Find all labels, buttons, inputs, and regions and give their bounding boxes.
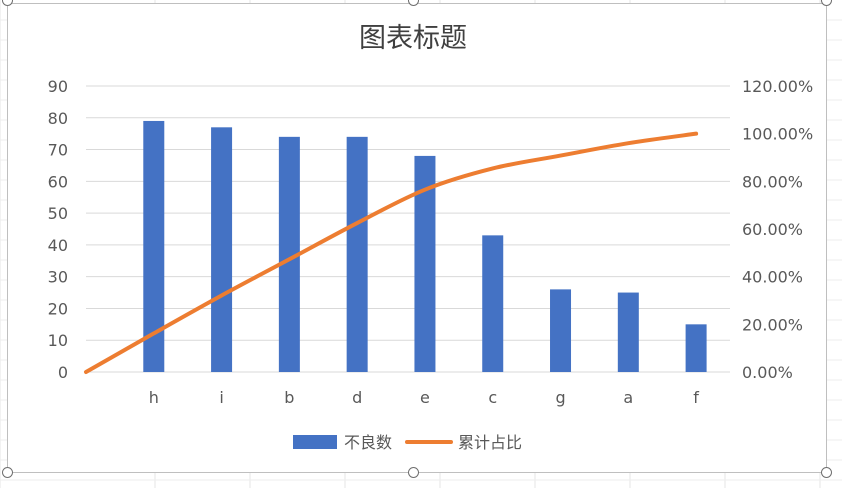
- bar-f: [685, 324, 707, 372]
- right-axis-tick-label: 120.00%: [742, 77, 813, 96]
- x-axis-tick-label: i: [219, 388, 223, 407]
- legend-swatch-bar: [293, 435, 337, 449]
- left-axis-tick-label: 10: [48, 331, 68, 350]
- bar-c: [482, 235, 504, 372]
- left-axis-tick-label: 50: [48, 204, 68, 223]
- bar-e: [414, 155, 436, 372]
- right-axis-tick-label: 20.00%: [742, 315, 803, 334]
- left-axis-tick-label: 90: [48, 77, 68, 96]
- resize-handle-bottom-left[interactable]: [2, 467, 13, 478]
- line-series: [84, 131, 699, 374]
- right-axis-tick-label: 80.00%: [742, 172, 803, 191]
- left-axis-tick-label: 60: [48, 172, 68, 191]
- x-axis-tick-label: e: [420, 388, 430, 407]
- x-axis-tick-label: g: [555, 388, 565, 407]
- left-axis-tick-label: 20: [48, 299, 68, 318]
- bar-h: [143, 120, 165, 372]
- right-axis-tick-label: 0.00%: [742, 363, 793, 382]
- x-axis-tick-label: b: [284, 388, 294, 407]
- left-axis-tick-label: 40: [48, 236, 68, 255]
- left-axis-tick-label: 30: [48, 268, 68, 287]
- right-axis-tick-label: 100.00%: [742, 125, 813, 144]
- bar-a: [617, 292, 639, 372]
- bar-g: [550, 289, 572, 372]
- x-axis-tick-label: d: [352, 388, 362, 407]
- resize-handle-bottom-mid[interactable]: [408, 467, 419, 478]
- legend-label-line: 累计占比: [458, 433, 522, 452]
- right-axis-tick-label: 40.00%: [742, 268, 803, 287]
- x-axis-tick-label: c: [488, 388, 497, 407]
- x-axis-tick-label: a: [623, 388, 633, 407]
- left-axis-labels: 0 10 20 30 40 50 60 70 80 90: [48, 77, 68, 382]
- x-axis-tick-label: f: [693, 388, 699, 407]
- left-axis-tick-label: 70: [48, 141, 68, 160]
- resize-handle-bottom-right[interactable]: [821, 467, 832, 478]
- right-axis-tick-label: 60.00%: [742, 220, 803, 239]
- chart-title: 图表标题: [359, 23, 467, 54]
- legend-label-bar: 不良数: [344, 433, 392, 452]
- right-axis-labels: 0.00% 20.00% 40.00% 60.00% 80.00% 100.00% 120.…: [742, 77, 813, 382]
- bar-d: [346, 136, 368, 372]
- bar-series: [143, 120, 707, 372]
- cumulative-line: [84, 131, 699, 374]
- legend: 不良数 累计占比: [293, 433, 522, 452]
- left-axis-tick-label: 0: [58, 363, 68, 382]
- x-axis-tick-label: h: [149, 388, 159, 407]
- bar-b: [278, 136, 300, 372]
- left-axis-tick-label: 80: [48, 109, 68, 128]
- bar-i: [211, 127, 233, 372]
